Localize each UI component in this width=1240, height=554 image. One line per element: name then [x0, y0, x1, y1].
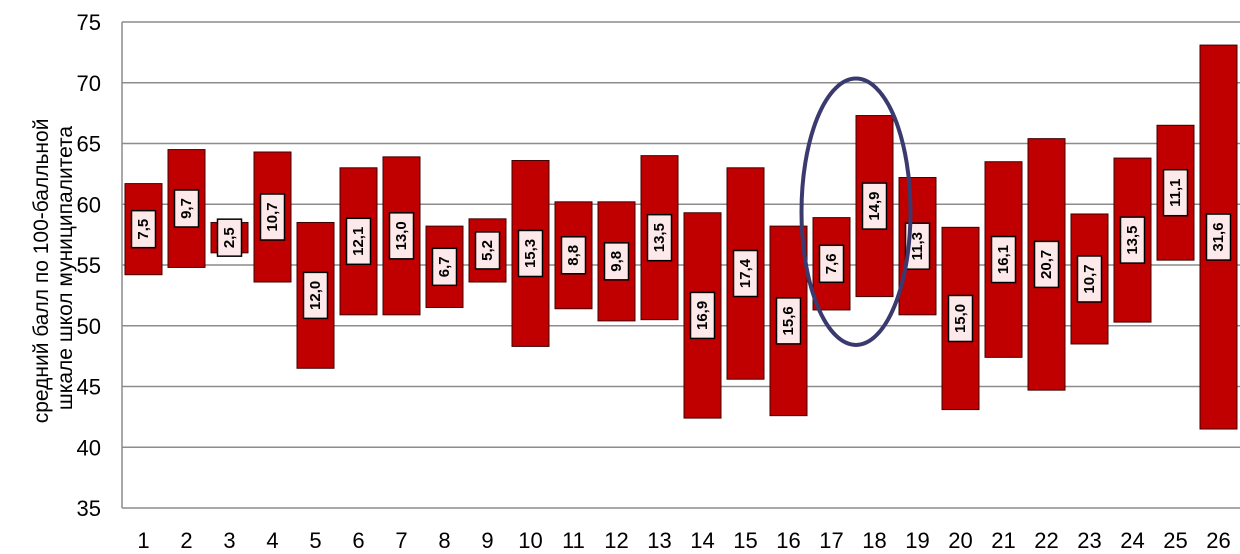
x-tick-label: 5 — [309, 528, 321, 553]
data-label: 12,0 — [307, 281, 324, 310]
x-tick-label: 14 — [690, 528, 714, 553]
y-tick-label: 55 — [77, 253, 101, 278]
data-label-box — [216, 218, 243, 257]
highlight-ellipse-group — [799, 76, 913, 347]
data-label-box — [388, 212, 415, 260]
y-axis-ticks: 35 40 45 50 55 60 65 70 75 — [77, 10, 101, 521]
x-tick-label: 15 — [733, 528, 757, 553]
data-label: 5,2 — [479, 240, 496, 261]
data-label: 13,5 — [1124, 225, 1141, 254]
data-label-box — [689, 291, 716, 340]
x-tick-label: 24 — [1120, 528, 1144, 553]
x-tick-label: 11 — [562, 528, 585, 553]
data-label-box — [517, 229, 544, 278]
data-label: 11,1 — [1167, 179, 1184, 207]
data-label-box — [1119, 216, 1146, 264]
data-label: 16,1 — [995, 245, 1012, 274]
x-tick-label: 8 — [438, 528, 450, 553]
data-label-box — [1076, 255, 1103, 303]
data-label: 8,8 — [565, 245, 582, 266]
x-tick-label: 7 — [395, 528, 407, 553]
data-label: 11,3 — [909, 232, 926, 260]
data-label: 20,7 — [1038, 250, 1055, 279]
y-tick-label: 70 — [77, 71, 101, 96]
y-axis-title: средний балл по 100-балльной шкале школ … — [30, 113, 77, 424]
data-label: 14,9 — [866, 191, 883, 220]
x-tick-label: 6 — [352, 528, 364, 553]
data-label: 15,0 — [952, 304, 969, 333]
data-label: 7,6 — [823, 253, 840, 274]
y-tick-label: 40 — [77, 435, 101, 460]
data-label: 17,4 — [737, 258, 754, 288]
data-label-box — [947, 294, 974, 343]
data-label-box — [732, 249, 759, 298]
x-tick-label: 1 — [137, 528, 149, 553]
data-label-box — [1205, 213, 1232, 261]
y-tick-label: 50 — [77, 314, 101, 339]
bars: 7,5 9,7 2,5 10,7 12,0 12,1 13,0 6,7 5,2 15,3 8,8 9,… — [124, 44, 1238, 430]
data-label: 9,7 — [178, 198, 195, 219]
data-label-box — [990, 235, 1017, 284]
x-tick-label: 20 — [948, 528, 972, 553]
data-label: 6,7 — [436, 256, 453, 277]
y-tick-label: 45 — [77, 375, 101, 400]
data-label-box — [861, 182, 888, 230]
data-label-box — [775, 297, 802, 345]
x-tick-label: 21 — [991, 528, 1015, 553]
data-label-box — [474, 231, 501, 270]
x-tick-label: 17 — [819, 528, 843, 553]
data-label-box — [130, 209, 157, 249]
x-tick-label: 10 — [518, 528, 542, 553]
data-label: 15,6 — [780, 306, 797, 335]
y-tick-label: 35 — [77, 496, 101, 521]
data-label: 2,5 — [221, 227, 238, 248]
x-tick-label: 16 — [776, 528, 800, 553]
data-label-box — [259, 193, 286, 241]
x-tick-label: 3 — [223, 528, 235, 553]
y-axis-title-line-2: шкале школ муниципалитета — [54, 126, 77, 411]
data-label-box — [1162, 168, 1189, 217]
x-tick-label: 26 — [1206, 528, 1230, 553]
data-label-box — [431, 247, 458, 287]
data-label-box — [560, 236, 587, 275]
x-tick-label: 22 — [1034, 528, 1058, 553]
data-label-box — [302, 271, 329, 320]
data-label: 31,6 — [1210, 222, 1227, 251]
x-tick-label: 25 — [1163, 528, 1187, 553]
y-tick-label: 65 — [77, 132, 101, 157]
data-label: 15,3 — [522, 239, 539, 268]
data-label: 12,1 — [350, 227, 367, 256]
data-label: 16,9 — [694, 301, 711, 330]
x-tick-label: 13 — [647, 528, 671, 553]
x-tick-label: 19 — [905, 528, 929, 553]
data-label-box — [1033, 240, 1060, 289]
y-tick-label: 60 — [77, 192, 101, 217]
data-label: 7,5 — [135, 219, 152, 240]
x-tick-label: 12 — [604, 528, 628, 553]
data-label: 9,8 — [608, 251, 625, 272]
x-tick-label: 2 — [180, 528, 192, 553]
data-label-box — [646, 213, 673, 262]
y-tick-label: 75 — [77, 10, 101, 35]
data-label: 13,0 — [393, 221, 410, 250]
x-tick-label: 23 — [1077, 528, 1101, 553]
data-label: 10,7 — [264, 202, 281, 231]
x-axis-ticks: 1 2 3 4 5 6 7 8 9 10 11 12 13 14 15 16 17 18 19 20 21 22 23 24 2… — [137, 528, 1230, 553]
data-label-box — [603, 242, 630, 281]
x-tick-label: 9 — [481, 528, 493, 553]
y-axis-title-line-1: средний балл по 100-балльной — [30, 119, 53, 424]
x-tick-label: 18 — [862, 528, 886, 553]
data-label: 10,7 — [1081, 264, 1098, 293]
x-tick-label: 4 — [266, 528, 278, 553]
data-label-box — [345, 217, 372, 266]
data-label: 13,5 — [651, 223, 668, 252]
data-label-box — [173, 189, 200, 228]
highlight-ellipse — [799, 76, 913, 347]
data-label-box — [818, 244, 845, 284]
